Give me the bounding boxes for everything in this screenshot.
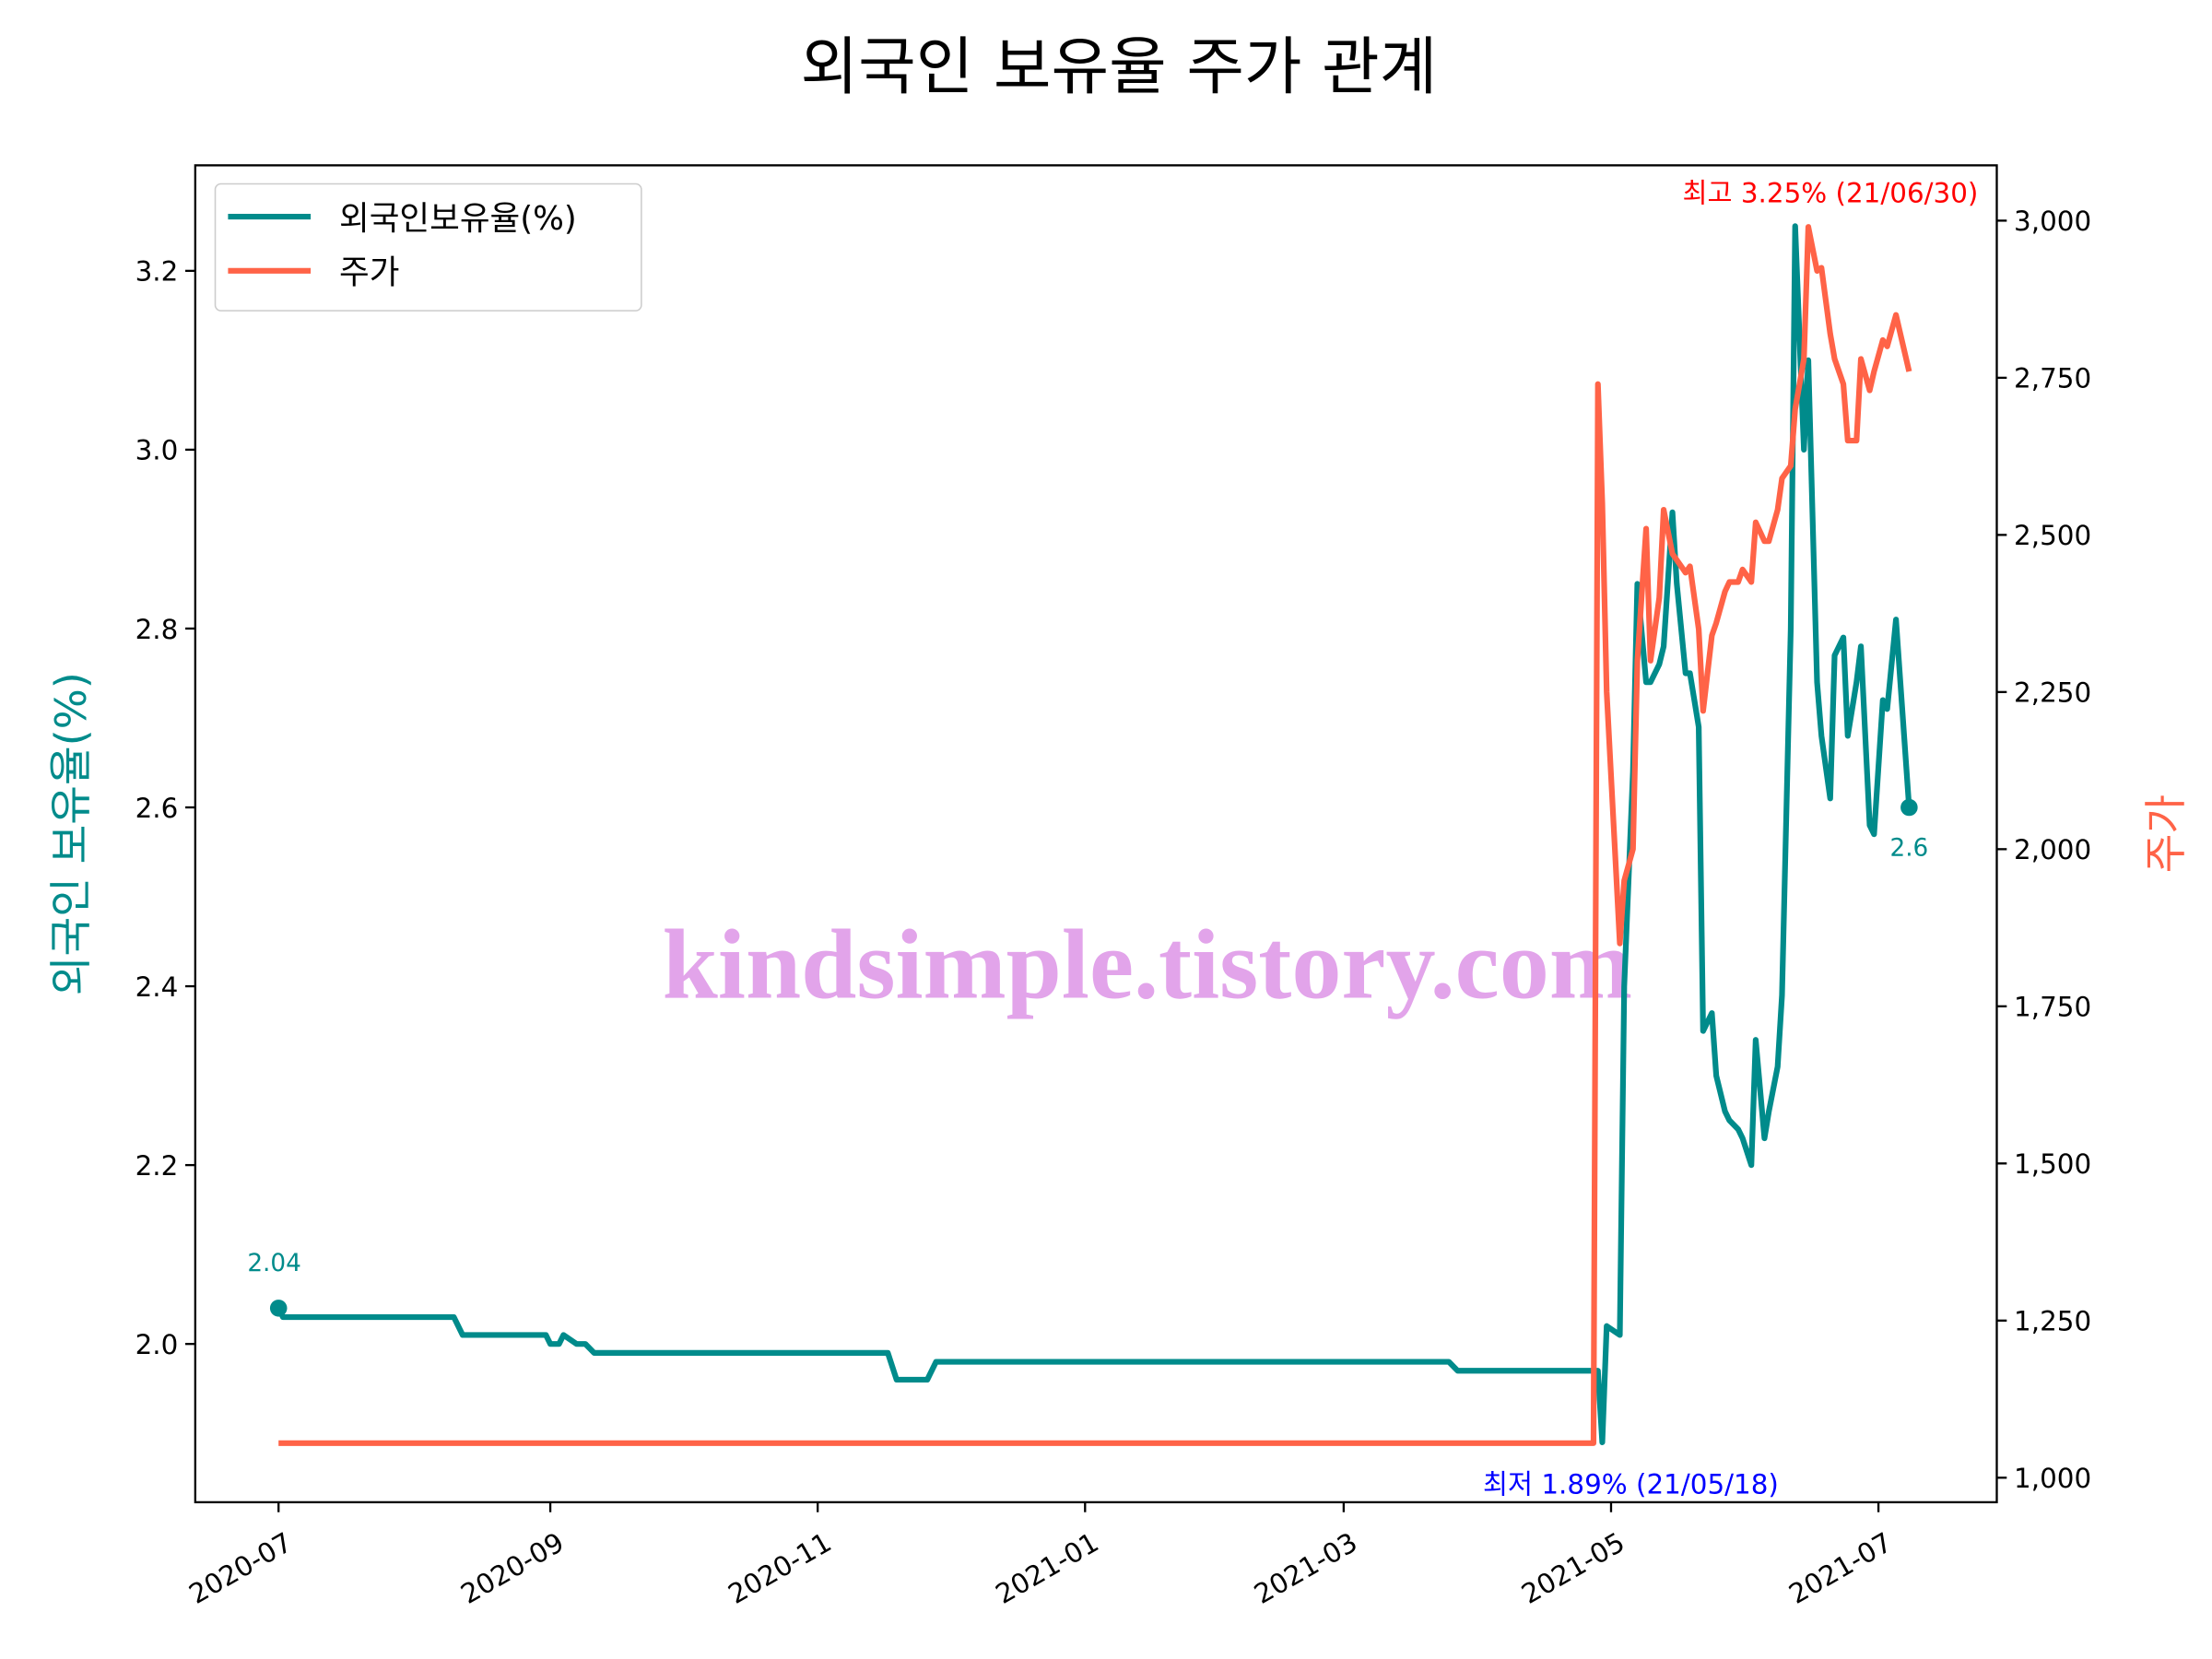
max-annotation: 최고 3.25% (21/06/30) — [1682, 178, 1978, 209]
x-tick-label: 2021-01 — [990, 1526, 1103, 1610]
y2-tick-label: 2,000 — [2014, 834, 2091, 865]
y-tick-label: 3.2 — [135, 256, 179, 288]
y2-tick-label: 3,000 — [2014, 206, 2091, 237]
legend-box — [214, 182, 642, 312]
y2-tick-label: 2,250 — [2014, 677, 2091, 709]
end-value-label: 2.6 — [1889, 835, 1928, 863]
legend: 외국인보유율(%) 주가 — [214, 182, 642, 312]
legend-label: 주가 — [339, 254, 399, 292]
y2-tick-label: 1,750 — [2014, 992, 2091, 1023]
min-annotation: 최저 1.89% (21/05/18) — [1483, 1469, 1779, 1500]
x-tick-label: 2020-09 — [455, 1526, 569, 1610]
y-tick-label: 2.0 — [135, 1329, 179, 1360]
y2-axis-label: 주가 — [2141, 794, 2191, 873]
y2-tick-label: 1,250 — [2014, 1306, 2091, 1337]
y-tick-label: 3.0 — [135, 435, 179, 466]
y-tick-label: 2.4 — [135, 971, 179, 1003]
plot-frame — [194, 164, 1998, 1504]
x-tick-label: 2020-07 — [183, 1526, 297, 1610]
end-marker — [269, 1300, 288, 1317]
x-tick-label: 2021-05 — [1516, 1526, 1630, 1610]
end-marker — [1900, 798, 1918, 817]
y2-tick-label: 1,500 — [2014, 1148, 2091, 1180]
end-value-label: 2.04 — [247, 1250, 300, 1277]
y2-tick-label: 1,000 — [2014, 1463, 2091, 1494]
legend-label: 외국인보유율(%) — [339, 200, 577, 238]
y-tick-label: 2.8 — [135, 614, 179, 645]
y2-tick-label: 2,500 — [2014, 520, 2091, 551]
x-tick-label: 2020-11 — [723, 1526, 836, 1610]
y-tick-label: 2.6 — [135, 793, 179, 824]
watermark: kindsimple.tistory.com — [663, 910, 1632, 1019]
y2-tick-label: 2,750 — [2014, 363, 2091, 394]
x-tick-label: 2021-03 — [1249, 1526, 1362, 1610]
y-axis-label: 외국인 보유율(%) — [46, 672, 96, 995]
series-line — [278, 224, 1912, 1446]
series-line — [276, 223, 1912, 1445]
x-tick-label: 2021-07 — [1783, 1526, 1897, 1610]
chart-title: 외국인 보유율 주가 관계 — [801, 31, 1438, 104]
y-tick-label: 2.2 — [135, 1150, 179, 1182]
